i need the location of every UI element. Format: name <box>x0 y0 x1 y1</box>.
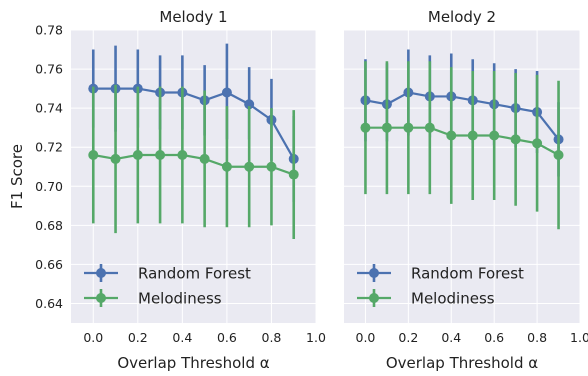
data-point <box>110 153 121 164</box>
data-point <box>288 169 299 180</box>
y-tick-label: 0.68 <box>35 218 63 233</box>
data-point <box>424 122 435 133</box>
data-point <box>403 122 414 133</box>
x-tick-label: 0.6 <box>217 330 237 345</box>
data-point <box>132 150 143 161</box>
panel-title: Melody 1 <box>159 8 227 26</box>
legend-item: Melodiness <box>357 289 495 308</box>
legend: Random Forest Melodiness <box>357 264 524 308</box>
plot-area <box>71 30 316 323</box>
series-layer <box>88 43 299 240</box>
data-point <box>381 122 392 133</box>
x-tick-label: 0.4 <box>441 330 461 345</box>
series-melodiness <box>360 61 564 230</box>
y-tick-label: 0.76 <box>35 62 63 77</box>
series-line <box>365 126 560 156</box>
x-tick-label: 0.8 <box>262 330 282 345</box>
tick-labels: 0.0 0.2 0.4 0.6 0.8 1.0 <box>356 330 588 345</box>
y-tick-label: 0.74 <box>35 101 63 116</box>
data-point <box>489 130 500 141</box>
panel-melody-1: 0.64 0.66 0.68 0.70 0.72 0.74 0.76 0.78 0.0 0.2 0.… <box>8 8 326 372</box>
series-layer <box>360 49 564 230</box>
legend-marker <box>369 293 379 303</box>
x-axis-label: Overlap Threshold α <box>117 354 269 372</box>
data-point <box>244 161 255 172</box>
data-point <box>155 150 166 161</box>
series-melodiness <box>88 84 299 240</box>
legend-item: Random Forest <box>357 264 524 283</box>
data-point <box>177 150 188 161</box>
data-point <box>532 138 543 149</box>
y-tick-label: 0.72 <box>35 140 63 155</box>
data-point <box>467 130 478 141</box>
data-point <box>510 134 521 145</box>
legend-label: Melodiness <box>138 290 222 308</box>
x-tick-label: 0.0 <box>83 330 103 345</box>
tick-labels: 0.64 0.66 0.68 0.70 0.72 0.74 0.76 0.78 0.0 0.2 0.… <box>35 23 326 346</box>
y-tick-label: 0.64 <box>35 296 63 311</box>
x-tick-label: 0.0 <box>356 330 376 345</box>
legend-marker <box>369 268 379 278</box>
series-line <box>93 87 295 160</box>
data-point <box>221 87 232 98</box>
legend-label: Melodiness <box>411 290 495 308</box>
legend-item: Melodiness <box>84 289 222 308</box>
legend-marker <box>96 268 106 278</box>
legend-label: Random Forest <box>411 265 524 283</box>
plot-area <box>344 30 580 323</box>
data-point <box>266 161 277 172</box>
x-tick-label: 0.8 <box>527 330 547 345</box>
legend: Random Forest Melodiness <box>84 264 251 308</box>
legend-marker <box>96 293 106 303</box>
x-tick-label: 0.2 <box>128 330 148 345</box>
x-tick-label: 1.0 <box>570 330 588 345</box>
series-line <box>365 91 560 141</box>
legend-label: Random Forest <box>138 265 251 283</box>
data-point <box>88 150 99 161</box>
data-point <box>553 150 564 161</box>
series-line <box>93 153 295 176</box>
y-tick-label: 0.66 <box>35 257 63 272</box>
x-tick-label: 0.2 <box>398 330 418 345</box>
data-point <box>199 153 210 164</box>
data-point <box>360 122 371 133</box>
y-tick-label: 0.70 <box>35 179 63 194</box>
panel-melody-2: 0.0 0.2 0.4 0.6 0.8 1.0 Melody 2 Overlap Thre… <box>344 8 588 372</box>
panel-title: Melody 2 <box>428 8 496 26</box>
data-point <box>221 161 232 172</box>
legend-item: Random Forest <box>84 264 251 283</box>
data-point <box>446 130 457 141</box>
y-tick-label: 0.78 <box>35 23 63 38</box>
y-axis-label: F1 Score <box>8 144 26 209</box>
x-tick-label: 0.6 <box>484 330 504 345</box>
data-point <box>244 99 255 110</box>
x-axis-label: Overlap Threshold α <box>386 354 538 372</box>
x-tick-label: 0.4 <box>172 330 192 345</box>
x-tick-label: 1.0 <box>306 330 326 345</box>
